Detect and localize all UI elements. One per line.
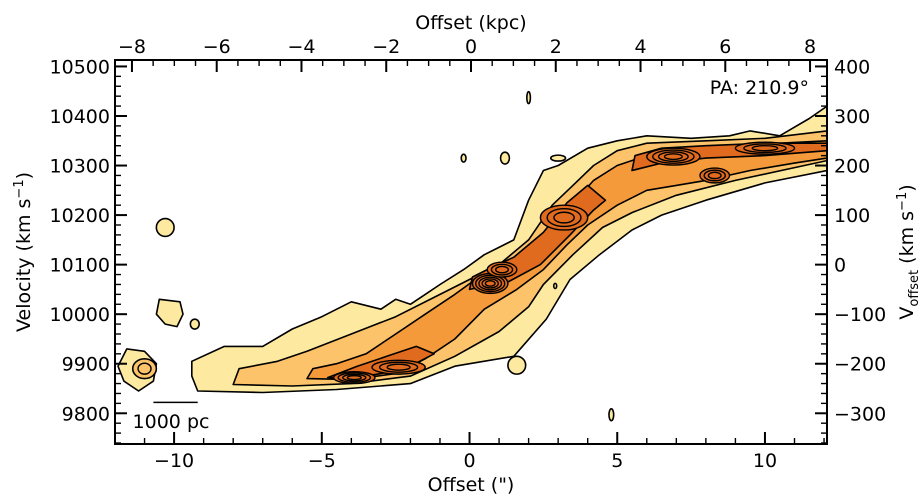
peak-core-6-ring-2 [657, 151, 689, 162]
x2-tick-label: −2 [372, 36, 400, 58]
scale-bar-label: 1000 pc [133, 411, 210, 433]
contour-blob-6 [526, 90, 532, 105]
contour-blob-2-inner [137, 362, 152, 375]
peak-core-1-ring-1 [337, 372, 372, 383]
x2-tick-label: −8 [118, 36, 146, 58]
contour-blob-9 [552, 282, 558, 290]
x-tick-label: −5 [308, 450, 336, 472]
x2-axis-label: Offset (kpc) [415, 12, 526, 34]
y2-axis-label: Voffset (km s−1) [895, 184, 919, 319]
peak-core-8-ring-2 [751, 144, 779, 152]
pa-annotation: PA: 210.9° [710, 77, 809, 99]
x-tick-label: −10 [154, 450, 194, 472]
y-tick-label: 10200 [50, 205, 110, 227]
peak-core-3-ring-1 [475, 274, 506, 293]
peak-core-5-ring-1 [546, 208, 582, 228]
y2-tick-label: −200 [834, 354, 886, 376]
contour-blob-5 [499, 151, 511, 165]
y2-tick-label: 0 [834, 255, 846, 277]
contour-blob-3 [189, 318, 200, 330]
contour-layer [117, 90, 827, 422]
y-tick-label: 10300 [50, 156, 110, 178]
peak-core-1-ring-3 [346, 374, 362, 381]
y2-tick-label: 300 [834, 106, 870, 128]
peak-core-8-ring-1 [743, 143, 787, 154]
peak-core-4-ring-2 [494, 265, 510, 274]
peak-core-4-ring-1 [490, 263, 514, 276]
x-tick-label: 10 [753, 450, 777, 472]
contour-blob-10 [549, 154, 567, 162]
y-tick-label: 10400 [50, 106, 110, 128]
peak-core-1-ring-2 [342, 373, 367, 382]
peak-core-5-ring-2 [553, 211, 575, 224]
y-tick-label: 9900 [62, 354, 110, 376]
x2-tick-label: −4 [287, 36, 315, 58]
x2-tick-label: 0 [465, 36, 477, 58]
x2-tick-label: 2 [550, 36, 562, 58]
x2-tick-label: 6 [719, 36, 731, 58]
y-tick-label: 9800 [62, 403, 110, 425]
peak-core-7-ring-1 [703, 169, 726, 182]
y-tick-label: 10100 [50, 255, 110, 277]
peak-core-6-ring-3 [663, 153, 683, 161]
peak-core-6-ring-1 [651, 149, 695, 164]
y2-tick-label: −100 [834, 304, 886, 326]
contour-blob-4 [460, 153, 467, 163]
x2-tick-label: −6 [203, 36, 231, 58]
peak-core-3-ring-3 [481, 278, 499, 289]
y-tick-label: 10000 [50, 304, 110, 326]
peak-core-6-ring-0 [646, 147, 701, 166]
contour-left-blob [155, 298, 184, 328]
x-tick-label: 0 [463, 450, 475, 472]
contour-blob-7 [507, 355, 527, 375]
y2-tick-label: 400 [834, 56, 870, 78]
x-axis-label: Offset (") [428, 474, 515, 496]
y2-tick-label: −300 [834, 403, 886, 425]
y-axis-label: Velocity (km s−1) [12, 172, 35, 332]
contour-blob-2 [131, 357, 158, 380]
contour-mid-2 [306, 140, 827, 381]
peak-core-3-ring-4 [484, 280, 496, 287]
peak-core-3-ring-2 [478, 276, 503, 291]
x-tick-label: 5 [611, 450, 623, 472]
peak-core-2-ring-1 [378, 361, 419, 373]
peak-core-2-ring-2 [386, 363, 411, 371]
axis-tick-labels: −10 −5 0 5 10 −8 −6 −4 −2 0 2 4 6 8 9800 9900 10000 10100… [50, 36, 887, 472]
axis-ticks [114, 60, 827, 444]
x2-tick-label: 8 [804, 36, 816, 58]
y-tick-label: 10500 [50, 56, 110, 78]
y2-tick-label: 100 [834, 205, 870, 227]
x2-tick-label: 4 [634, 36, 646, 58]
peak-core-7-ring-2 [707, 171, 722, 180]
contour-blob-8 [608, 408, 615, 422]
y2-tick-label: 200 [834, 156, 870, 178]
contour-blob-1 [155, 217, 175, 238]
